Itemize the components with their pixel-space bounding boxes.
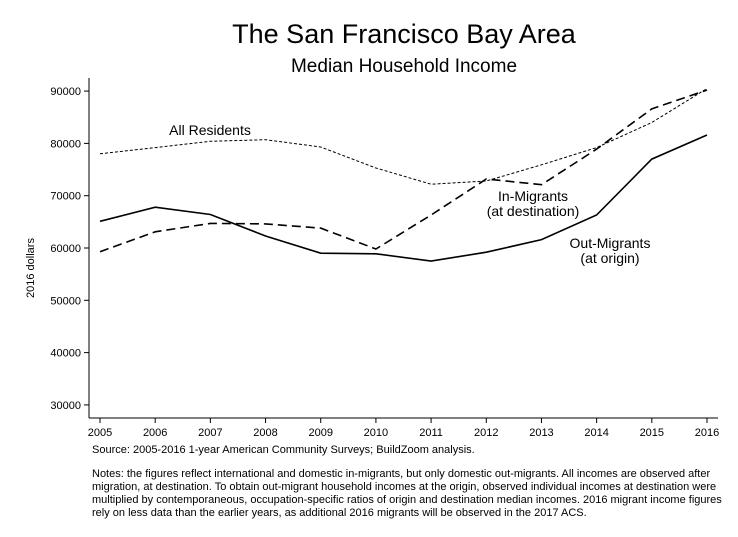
y-tick-label: 70000 [50, 191, 81, 203]
x-tick-label: 2011 [419, 427, 443, 439]
annotation-out-migrants: (at origin) [580, 250, 639, 266]
series-lines [99, 88, 708, 262]
x-tick-label: 2012 [474, 427, 498, 439]
y-tick-label: 80000 [50, 138, 81, 150]
source-note: Source: 2005-2016 1-year American Commun… [92, 444, 475, 456]
annotation-all-residents: All Residents [169, 122, 251, 138]
series-line-in-migrants [99, 89, 708, 253]
x-tick-label: 2006 [143, 427, 167, 439]
y-tick-label: 40000 [50, 348, 81, 360]
x-tick-label: 2008 [253, 427, 277, 439]
x-tick-label: 2010 [364, 427, 388, 439]
y-tick-label: 50000 [50, 295, 81, 307]
x-tick-label: 2016 [695, 427, 719, 439]
x-tick-label: 2009 [308, 427, 332, 439]
axes: 30000 40000 50000 60000 70000 80000 90000 2005 2… [50, 78, 719, 439]
series-line-all-residents [99, 88, 708, 185]
notes-text: Notes: the figures reflect international… [92, 468, 722, 519]
series-annotations: All Residents In-Migrants(at destination)… [169, 122, 650, 266]
chart-title: The San Francisco Bay Area [232, 19, 577, 49]
annotation-in-migrants: In-Migrants [498, 188, 568, 204]
x-tick-label: 2005 [88, 427, 112, 439]
x-tick-label: 2015 [640, 427, 664, 439]
annotation-out-migrants: Out-Migrants [570, 235, 651, 251]
y-tick-label: 30000 [50, 400, 81, 412]
chart-subtitle: Median Household Income [291, 56, 517, 77]
x-tick-label: 2007 [198, 427, 222, 439]
y-axis-label: 2016 dollars [25, 238, 37, 298]
x-tick-label: 2013 [529, 427, 553, 439]
series-line-out-migrants [99, 134, 708, 262]
y-tick-label: 90000 [50, 86, 81, 98]
x-tick-label: 2014 [584, 427, 608, 439]
annotation-in-migrants: (at destination) [487, 203, 580, 219]
y-tick-label: 60000 [50, 243, 81, 255]
